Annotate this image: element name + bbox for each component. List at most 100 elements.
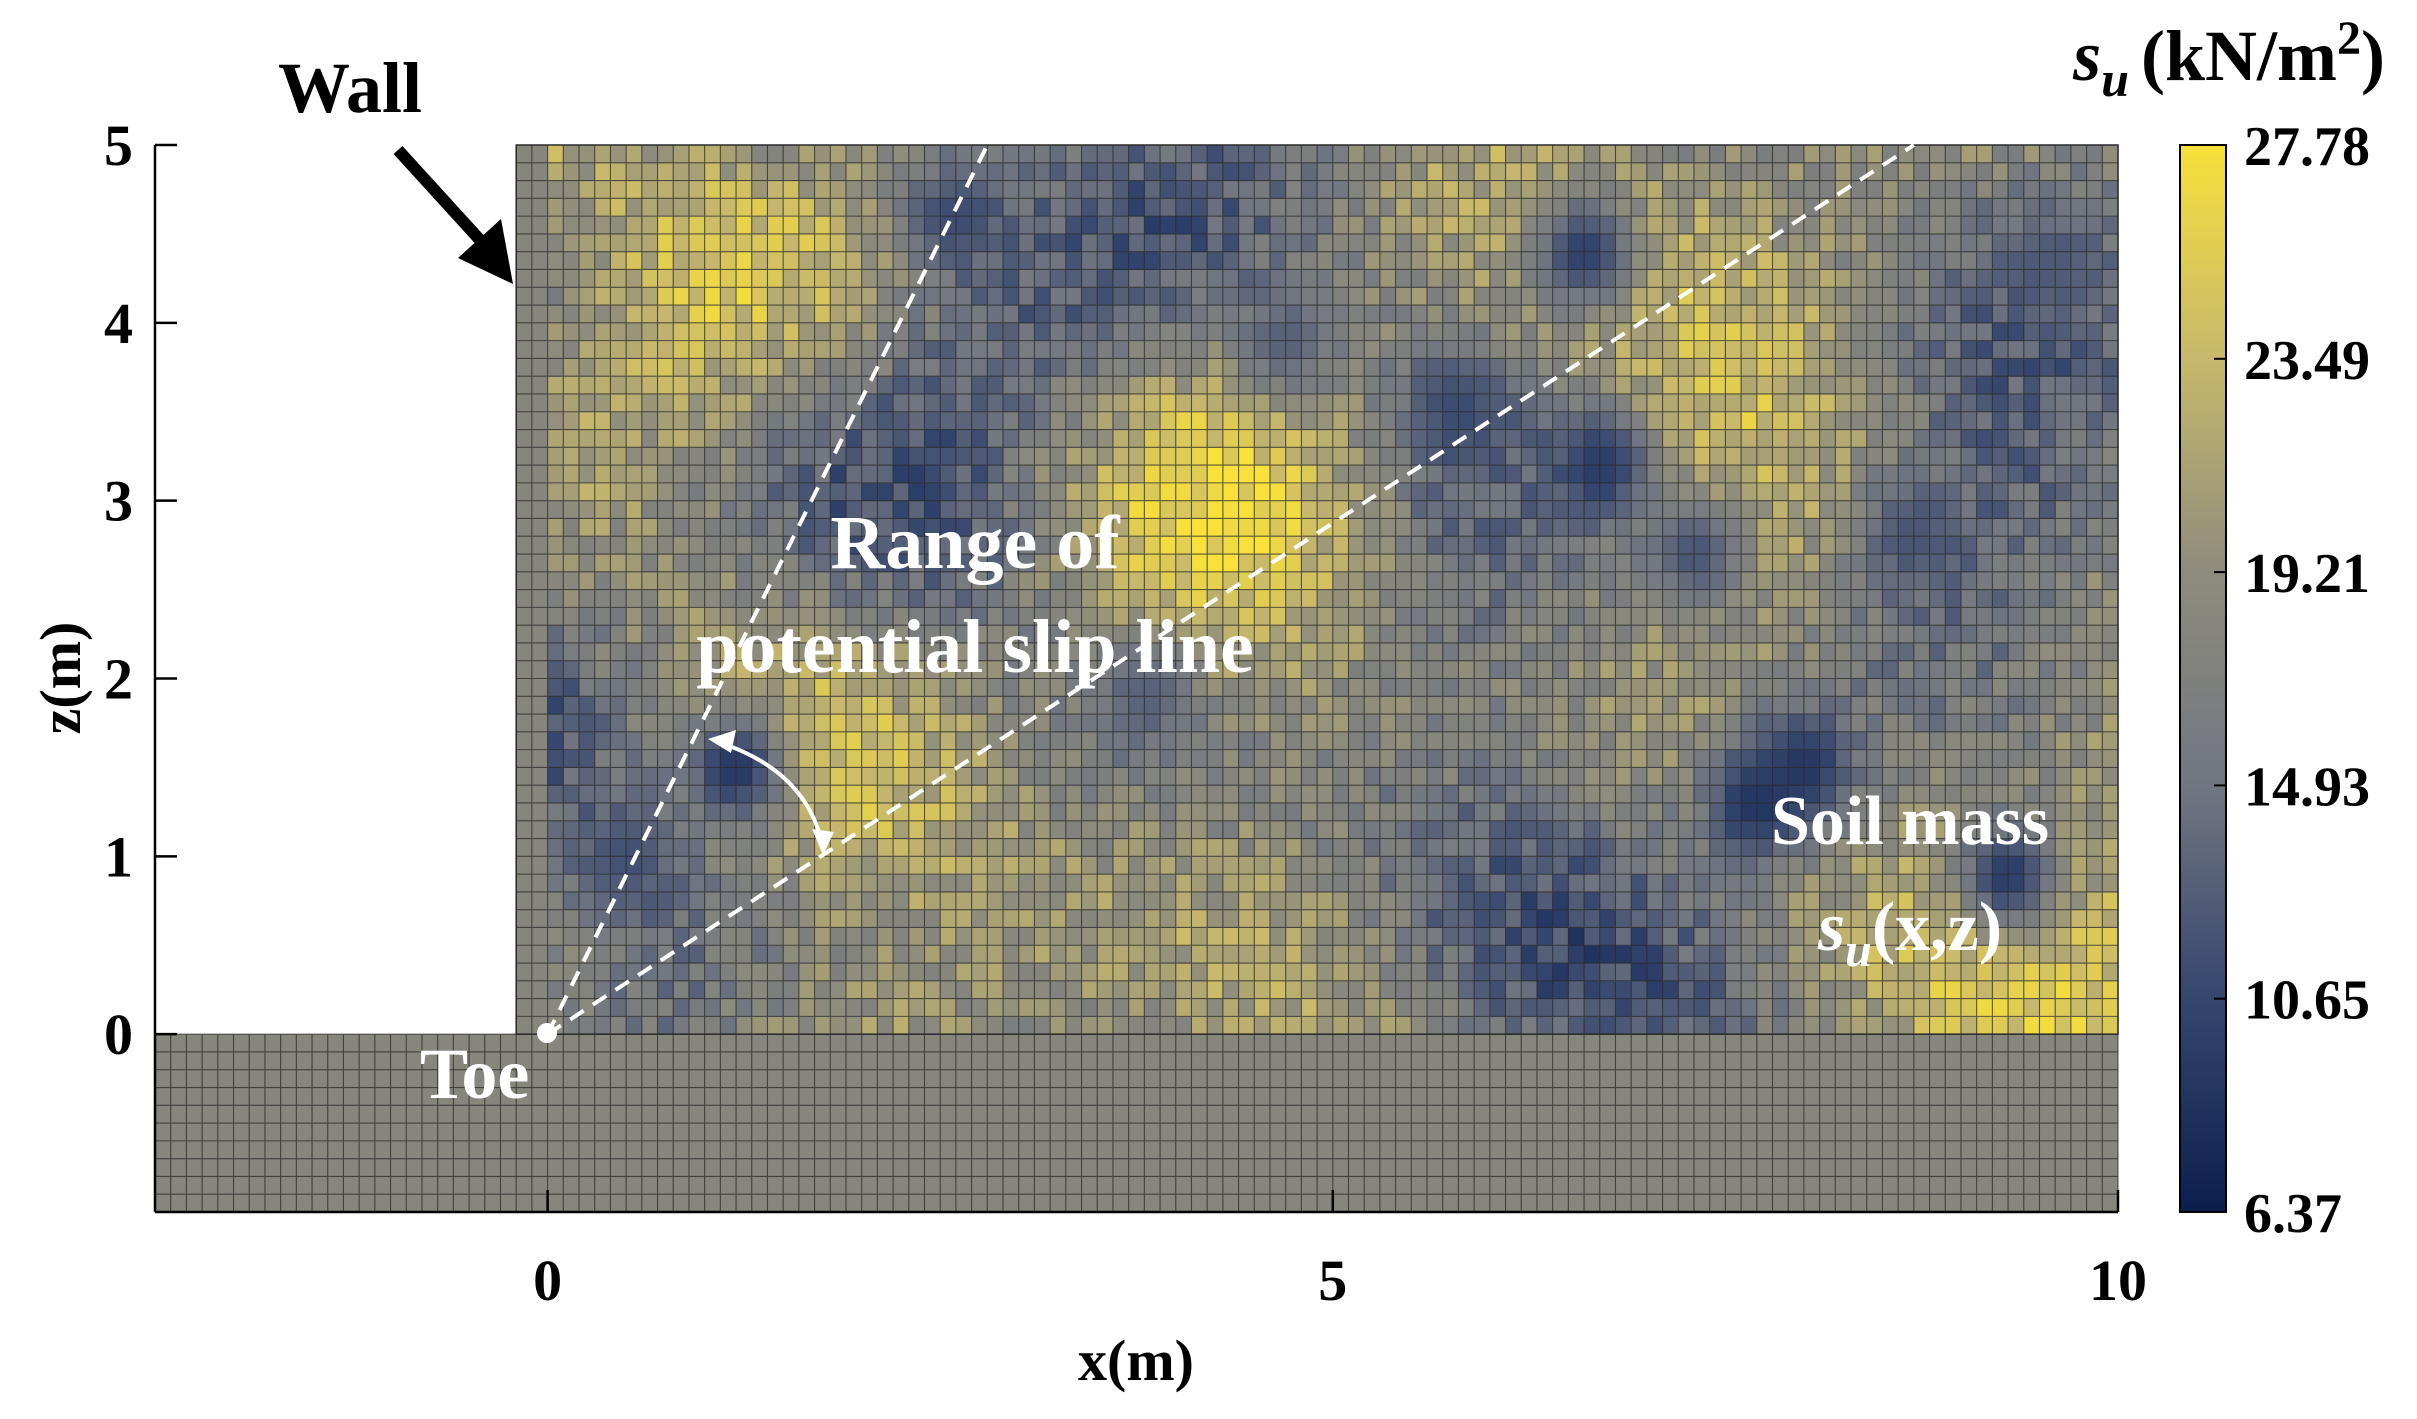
heatmap-cell bbox=[1568, 838, 1585, 857]
heatmap-cell bbox=[940, 874, 957, 893]
heatmap-cell bbox=[1081, 731, 1098, 751]
heatmap-cell bbox=[1144, 269, 1161, 288]
heatmap-cell bbox=[1819, 340, 1836, 359]
heatmap-cell bbox=[783, 554, 800, 573]
heatmap-cell bbox=[2008, 874, 2025, 893]
heatmap-cell bbox=[688, 963, 706, 982]
heatmap-cell bbox=[1976, 767, 1993, 786]
heatmap-cell bbox=[1395, 767, 1412, 786]
heatmap-cell bbox=[1128, 909, 1145, 928]
heatmap-cell bbox=[1254, 980, 1271, 999]
heatmap-cell bbox=[924, 429, 941, 448]
heatmap-cell bbox=[971, 554, 988, 573]
heatmap-cell bbox=[1160, 518, 1177, 537]
heatmap-cell bbox=[594, 785, 611, 804]
heatmap-cell bbox=[1584, 500, 1601, 519]
heatmap-cell bbox=[1788, 251, 1805, 270]
heatmap-cell bbox=[563, 536, 580, 555]
heatmap-cell bbox=[1662, 963, 1679, 982]
heatmap-cell bbox=[1442, 269, 1459, 288]
heatmap-cell bbox=[1348, 945, 1365, 964]
heatmap-cell bbox=[641, 678, 658, 697]
heatmap-cell bbox=[1207, 411, 1224, 430]
heatmap-cell bbox=[1725, 482, 1742, 502]
heatmap-cell bbox=[1301, 571, 1318, 590]
heatmap-cell bbox=[940, 554, 957, 573]
heatmap-cell bbox=[830, 340, 847, 359]
heatmap-cell bbox=[1819, 1016, 1836, 1035]
heatmap-cell bbox=[1976, 696, 1993, 715]
heatmap-cell bbox=[1348, 145, 1365, 164]
heatmap-cell bbox=[814, 963, 831, 982]
heatmap-cell bbox=[1521, 482, 1538, 502]
heatmap-cell bbox=[767, 731, 784, 751]
heatmap-cell bbox=[1003, 393, 1020, 413]
heatmap-cell bbox=[1112, 678, 1130, 697]
heatmap-cell bbox=[1929, 536, 1946, 555]
heatmap-cell bbox=[1254, 322, 1271, 342]
heatmap-cell bbox=[783, 269, 800, 288]
heatmap-cell bbox=[2008, 731, 2025, 751]
heatmap-cell bbox=[1552, 536, 1569, 555]
heatmap-cell bbox=[1411, 589, 1428, 608]
heatmap-cell bbox=[893, 749, 910, 768]
heatmap-cell bbox=[1034, 305, 1051, 324]
heatmap-cell bbox=[1929, 162, 1946, 181]
heatmap-cell bbox=[1835, 216, 1852, 235]
heatmap-cell bbox=[1882, 216, 1899, 235]
heatmap-cell bbox=[1207, 322, 1224, 342]
heatmap-cell bbox=[971, 820, 988, 839]
heatmap-cell bbox=[845, 1016, 863, 1035]
heatmap-cell bbox=[2102, 607, 2119, 626]
heatmap-cell bbox=[1866, 358, 1883, 377]
heatmap-cell bbox=[1285, 838, 1302, 857]
heatmap-cell bbox=[1725, 714, 1742, 733]
heatmap-cell bbox=[1819, 536, 1836, 555]
heatmap-cell bbox=[1395, 785, 1412, 804]
heatmap-cell bbox=[1521, 376, 1538, 395]
heatmap-cell bbox=[1081, 963, 1098, 982]
heatmap-cell bbox=[1364, 891, 1381, 911]
heatmap-cell bbox=[2008, 856, 2025, 875]
heatmap-cell bbox=[1882, 607, 1899, 626]
heatmap-cell bbox=[579, 180, 596, 199]
heatmap-cell bbox=[1050, 998, 1067, 1017]
heatmap-cell bbox=[1584, 927, 1601, 946]
heatmap-cell bbox=[987, 500, 1004, 519]
heatmap-cell bbox=[1693, 287, 1711, 306]
heatmap-cell bbox=[783, 963, 800, 982]
heatmap-cell bbox=[877, 411, 894, 430]
heatmap-cell bbox=[971, 482, 988, 502]
heatmap-cell bbox=[610, 358, 627, 377]
heatmap-cell bbox=[1960, 305, 1978, 324]
heatmap-cell bbox=[987, 198, 1004, 217]
heatmap-cell bbox=[798, 482, 815, 502]
heatmap-cell bbox=[1866, 411, 1883, 430]
heatmap-cell bbox=[626, 945, 643, 964]
heatmap-cell bbox=[1442, 571, 1459, 590]
heatmap-cell bbox=[1191, 145, 1208, 164]
heatmap-cell bbox=[1222, 678, 1239, 697]
heatmap-cell bbox=[1898, 162, 1915, 181]
heatmap-cell bbox=[2102, 269, 2119, 288]
heatmap-cell bbox=[704, 340, 721, 359]
heatmap-cell bbox=[1866, 287, 1883, 306]
heatmap-cell bbox=[1725, 802, 1742, 822]
heatmap-cell bbox=[1819, 447, 1836, 466]
heatmap-cell bbox=[1348, 465, 1365, 484]
heatmap-cell bbox=[2102, 909, 2119, 928]
heatmap-cell bbox=[830, 376, 847, 395]
heatmap-cell bbox=[1568, 376, 1585, 395]
heatmap-cell bbox=[1018, 945, 1035, 964]
heatmap-cell bbox=[1960, 820, 1978, 839]
heatmap-cell bbox=[1112, 1016, 1130, 1035]
heatmap-cell bbox=[1269, 963, 1287, 982]
heatmap-cell bbox=[563, 465, 580, 484]
heatmap-cell bbox=[1411, 536, 1428, 555]
heatmap-cell bbox=[1191, 678, 1208, 697]
heatmap-cell bbox=[1175, 660, 1192, 679]
heatmap-cell bbox=[1772, 678, 1789, 697]
heatmap-cell bbox=[1709, 145, 1726, 164]
heatmap-cell bbox=[908, 856, 925, 875]
heatmap-cell bbox=[1050, 447, 1067, 466]
